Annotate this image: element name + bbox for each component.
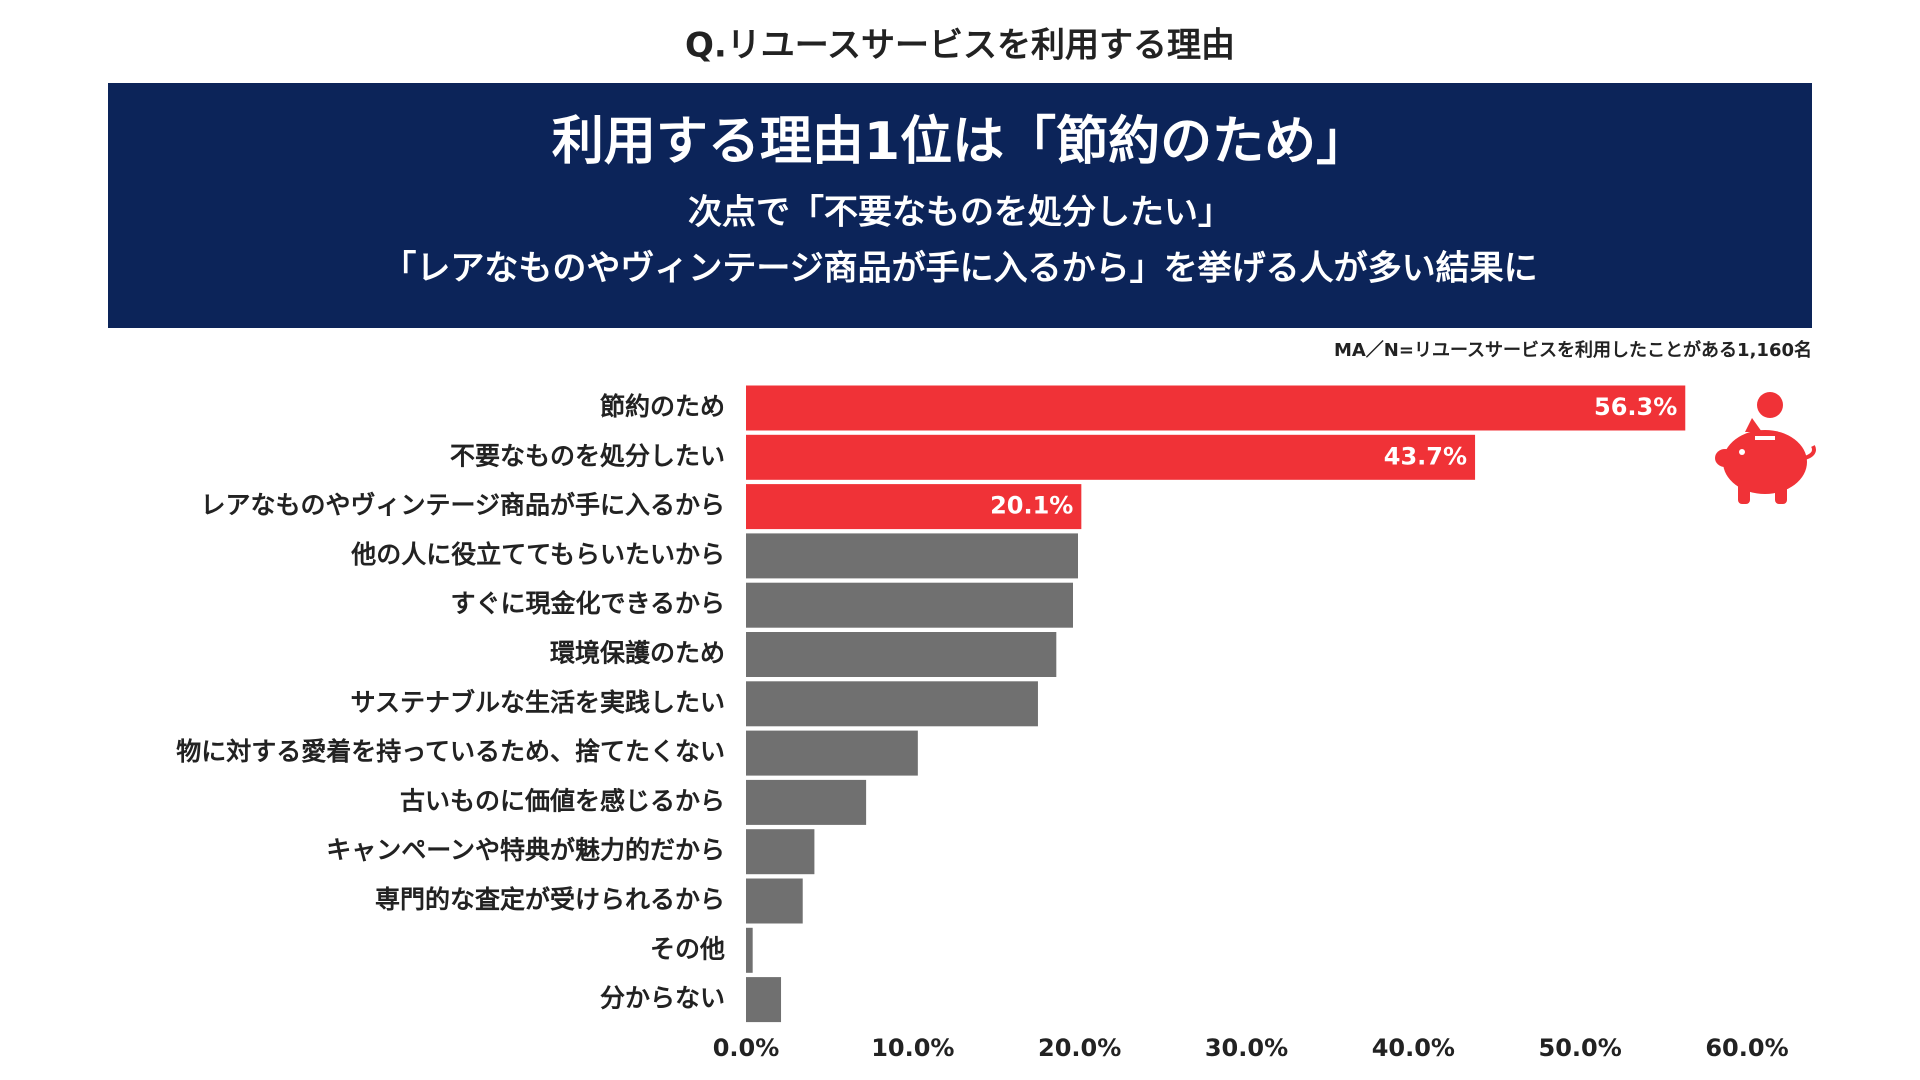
y-tick-label: 古いものに価値を感じるから (400, 786, 725, 815)
y-tick-label: その他 (650, 934, 725, 963)
bar (746, 927, 753, 973)
x-tick-label: 10.0% (871, 1034, 954, 1062)
bar (746, 582, 1073, 628)
x-tick-label: 0.0% (713, 1034, 780, 1062)
headline: 利用する理由1位は「節約のため」 (552, 112, 1368, 172)
y-tick-label: 専門的な査定が受けられるから (375, 885, 725, 914)
bar (746, 385, 1686, 431)
x-tick-label: 40.0% (1372, 1034, 1455, 1062)
bar (746, 977, 782, 1023)
y-tick-label: 不要なものを処分したい (450, 441, 725, 470)
banner (108, 83, 1812, 328)
y-tick-label: 分からない (600, 984, 725, 1013)
x-tick-label: 20.0% (1038, 1034, 1121, 1062)
value-label: 20.1% (990, 492, 1073, 520)
note: MA／N=リユースサービスを利用したことがある1,160名 (1334, 339, 1812, 361)
bar (746, 484, 1082, 530)
y-tick-label: 他の人に役立ててもらいたいから (350, 540, 725, 569)
subheadline: 次点で「不要なものを処分したい」 (688, 193, 1232, 233)
y-tick-label: サステナブルな生活を実践したい (350, 688, 725, 717)
x-tick-label: 50.0% (1539, 1034, 1622, 1062)
bar (746, 829, 815, 875)
y-tick-label: すぐに現金化できるから (450, 589, 725, 618)
bar (746, 533, 1078, 579)
chart-title: Q.リユースサービスを利用する理由 (685, 26, 1235, 66)
piggy-icon (1715, 392, 1816, 504)
y-tick-label: 環境保護のため (550, 639, 725, 668)
value-label: 43.7% (1384, 442, 1467, 470)
bar (746, 681, 1038, 727)
value-label: 56.3% (1594, 393, 1677, 421)
subheadline: 「レアなものやヴィンテージ商品が手に入るから」を挙げる人が多い結果に (382, 249, 1537, 289)
bar (746, 434, 1476, 480)
bar (746, 779, 867, 825)
y-tick-label: 節約のため (600, 392, 725, 421)
bar (746, 632, 1057, 677)
y-tick-label: キャンペーンや特典が魅力的だから (326, 836, 725, 865)
bar (746, 878, 803, 924)
y-tick-label: レアなものやヴィンテージ商品が手に入るから (200, 491, 725, 520)
x-tick-label: 60.0% (1705, 1034, 1788, 1062)
bar (746, 730, 918, 776)
y-tick-label: 物に対する愛着を持っているため、捨てたくない (176, 737, 725, 766)
x-tick-label: 30.0% (1205, 1034, 1288, 1062)
